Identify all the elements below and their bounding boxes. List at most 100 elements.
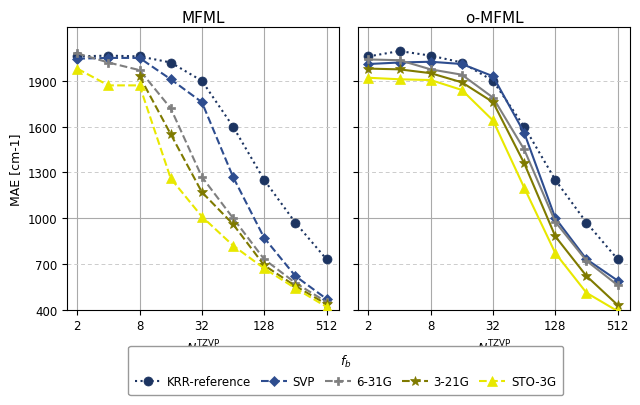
KRR-reference (614, 257, 621, 262)
6-31G (291, 281, 299, 286)
3-21G (520, 161, 528, 166)
SVP (260, 236, 268, 241)
6-31G (260, 257, 268, 262)
Title: o-MFML: o-MFML (465, 11, 524, 26)
SVP (323, 297, 330, 302)
3-21G (552, 234, 559, 239)
STO-3G (365, 76, 372, 81)
3-21G (365, 67, 372, 72)
6-31G (552, 220, 559, 225)
6-31G (167, 107, 175, 111)
6-31G (614, 283, 621, 288)
Line: 3-21G: 3-21G (134, 72, 332, 309)
6-31G (520, 148, 528, 153)
STO-3G (582, 291, 590, 296)
6-31G (365, 58, 372, 63)
X-axis label: $N^{\mathrm{TZVP}}_{\mathrm{train}}$: $N^{\mathrm{TZVP}}_{\mathrm{train}}$ (186, 338, 221, 358)
KRR-reference (198, 79, 205, 84)
KRR-reference (323, 257, 330, 262)
6-31G (104, 61, 112, 66)
KRR-reference (365, 55, 372, 60)
KRR-reference (104, 54, 112, 59)
STO-3G (552, 251, 559, 256)
KRR-reference (582, 221, 590, 226)
STO-3G (229, 243, 237, 248)
3-21G (458, 81, 466, 85)
6-31G (489, 96, 497, 101)
KRR-reference (489, 79, 497, 84)
STO-3G (396, 78, 403, 83)
6-31G (136, 68, 143, 73)
KRR-reference (74, 55, 81, 60)
3-21G (229, 222, 237, 227)
Line: SVP: SVP (365, 59, 621, 285)
SVP (520, 131, 528, 136)
3-21G (260, 263, 268, 268)
3-21G (614, 303, 621, 308)
6-31G (229, 216, 237, 221)
KRR-reference (260, 178, 268, 183)
SVP (614, 279, 621, 284)
6-31G (396, 59, 403, 64)
STO-3G (458, 88, 466, 93)
3-21G (198, 190, 205, 195)
SVP (104, 56, 112, 61)
6-31G (323, 300, 330, 305)
Line: 6-31G: 6-31G (365, 56, 621, 289)
KRR-reference (291, 221, 299, 226)
SVP (291, 274, 299, 279)
3-21G (427, 72, 435, 77)
SVP (136, 56, 143, 61)
KRR-reference (167, 61, 175, 66)
X-axis label: $N^{\mathrm{TZVP}}_{\mathrm{train}}$: $N^{\mathrm{TZVP}}_{\mathrm{train}}$ (477, 338, 511, 358)
Line: 3-21G: 3-21G (364, 64, 623, 310)
SVP (427, 60, 435, 65)
Line: STO-3G: STO-3G (73, 65, 331, 311)
6-31G (198, 175, 205, 180)
SVP (229, 175, 237, 180)
6-31G (74, 52, 81, 57)
Y-axis label: MAE [cm-1]: MAE [cm-1] (9, 133, 22, 205)
STO-3G (260, 266, 268, 271)
STO-3G (198, 215, 205, 220)
STO-3G (614, 309, 621, 314)
SVP (198, 100, 205, 105)
Line: KRR-reference: KRR-reference (364, 47, 622, 264)
6-31G (458, 73, 466, 78)
KRR-reference (427, 54, 435, 59)
3-21G (323, 302, 330, 307)
STO-3G (291, 286, 299, 291)
SVP (365, 62, 372, 67)
SVP (489, 75, 497, 79)
KRR-reference (396, 49, 403, 54)
3-21G (582, 274, 590, 279)
STO-3G (427, 79, 435, 83)
KRR-reference (520, 125, 528, 130)
SVP (582, 257, 590, 262)
STO-3G (520, 185, 528, 190)
STO-3G (323, 305, 330, 309)
3-21G (489, 100, 497, 105)
Legend: KRR-reference, SVP, 6-31G, 3-21G, STO-3G: KRR-reference, SVP, 6-31G, 3-21G, STO-3G (128, 346, 563, 395)
SVP (74, 57, 81, 62)
KRR-reference (136, 55, 143, 60)
SVP (552, 216, 559, 221)
STO-3G (74, 67, 81, 72)
3-21G (396, 68, 403, 72)
KRR-reference (552, 178, 559, 183)
KRR-reference (458, 61, 466, 66)
3-21G (136, 75, 143, 79)
STO-3G (167, 177, 175, 181)
6-31G (427, 68, 435, 72)
6-31G (582, 259, 590, 264)
Title: MFML: MFML (182, 11, 225, 26)
SVP (458, 62, 466, 67)
SVP (167, 78, 175, 83)
3-21G (291, 284, 299, 289)
SVP (396, 61, 403, 66)
Line: 6-31G: 6-31G (74, 50, 330, 306)
KRR-reference (229, 125, 237, 130)
Line: SVP: SVP (74, 55, 330, 303)
STO-3G (104, 84, 112, 89)
STO-3G (136, 84, 143, 89)
